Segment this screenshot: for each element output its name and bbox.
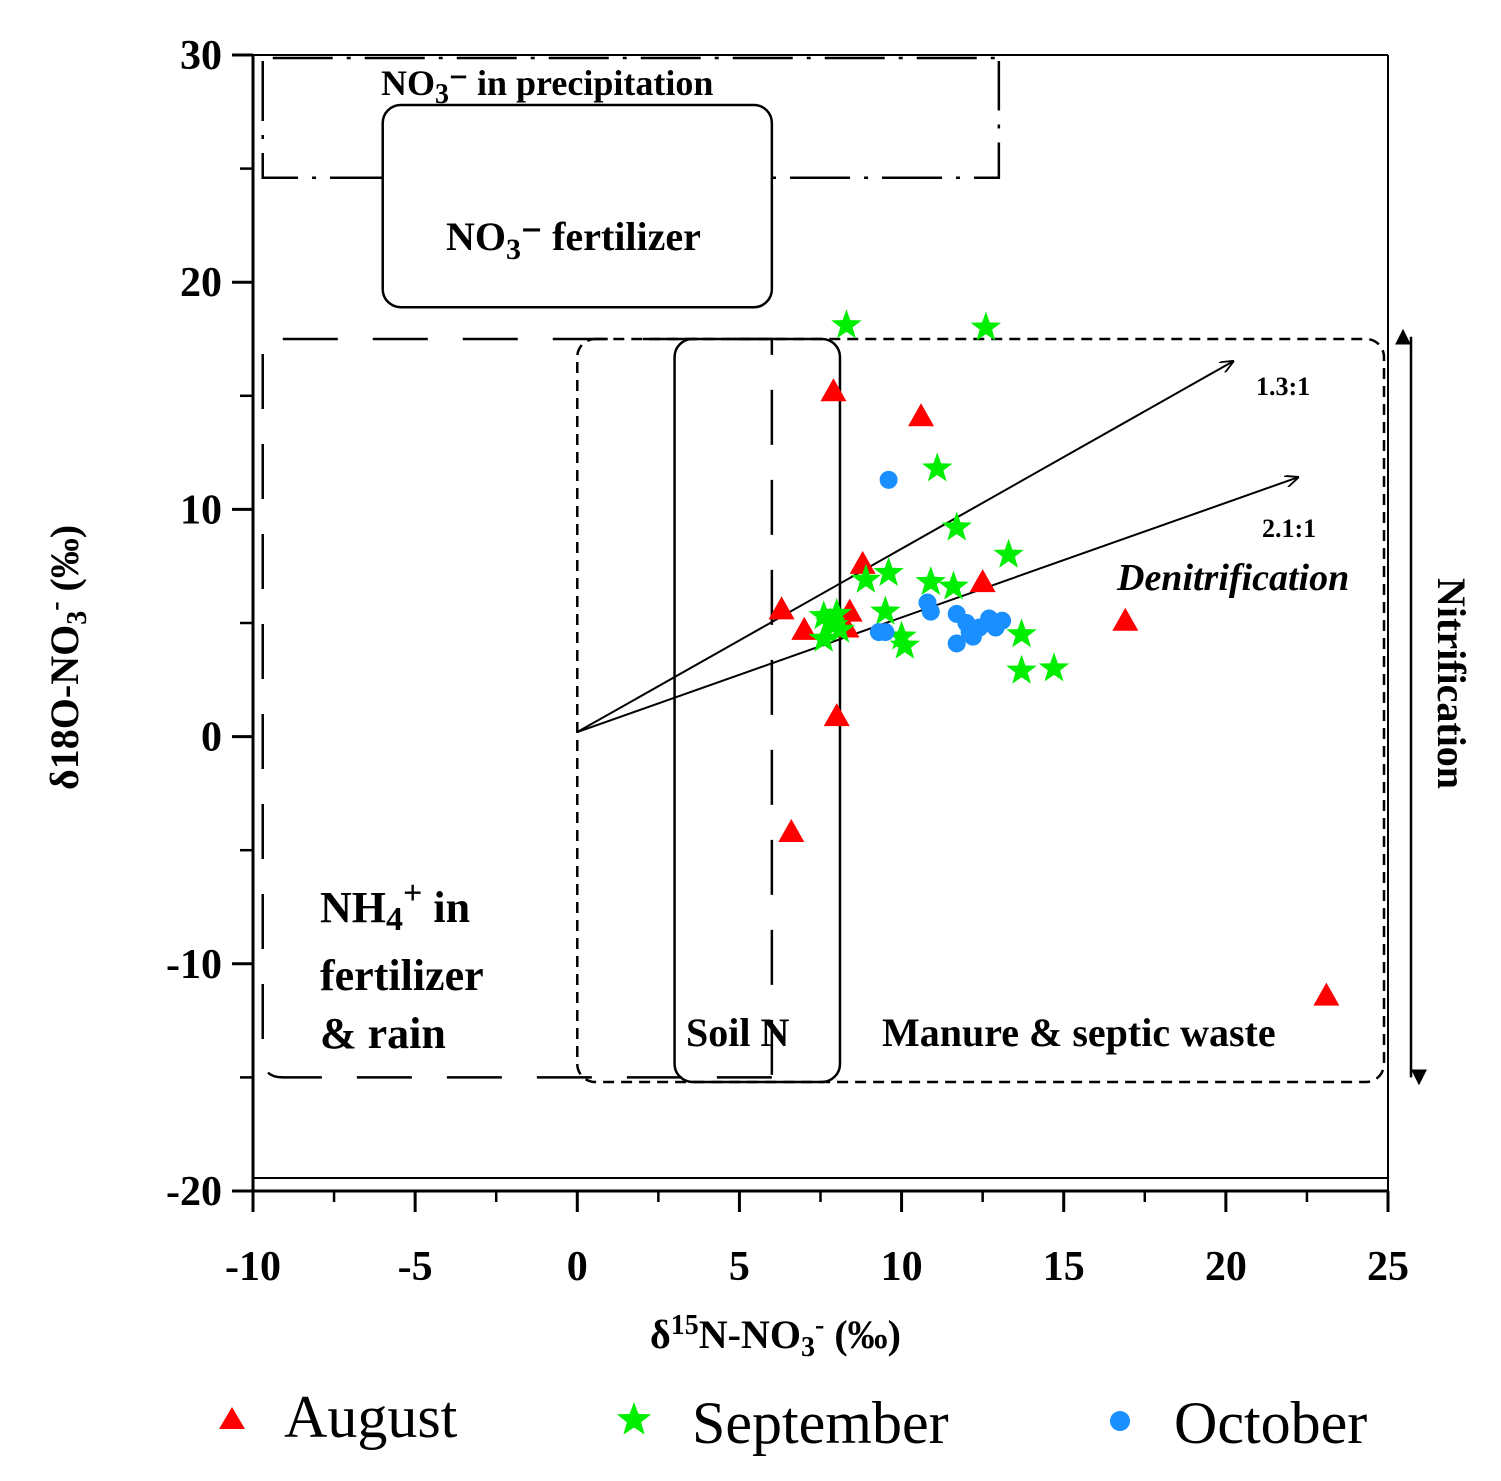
october-point (879, 470, 898, 489)
august-point (1313, 982, 1340, 1006)
september-point (808, 622, 839, 652)
source-regions (261, 56, 1386, 1084)
x-tick-label: 20 (1205, 1244, 1247, 1290)
label-precip-rest: ⁻ in precipitation (449, 63, 713, 103)
september-point (821, 597, 852, 627)
august-point (1112, 607, 1139, 631)
label-precip-no: NO (381, 63, 435, 103)
label-fert-sub: 3 (506, 233, 521, 266)
october-point (960, 623, 979, 642)
september-point (850, 563, 882, 593)
september-point (1038, 652, 1070, 682)
september-point (873, 557, 904, 586)
august-point (820, 378, 847, 402)
august-point (849, 550, 876, 574)
september-point (808, 600, 839, 630)
y-axis-ticks: -20 -10 0 10 20 30 (166, 33, 253, 1215)
label-ratio-2-1: 2.1:1 (1262, 514, 1316, 543)
x-axis-ticks: -10 -5 0 5 10 15 20 25 (225, 1191, 1409, 1290)
legend-october-marker (1110, 1411, 1130, 1431)
august-point (768, 596, 795, 620)
october-point (986, 618, 1005, 637)
label-nh4-line2: fertilizer (320, 951, 484, 1000)
region-manure-septic (576, 337, 1386, 1084)
october-point (947, 634, 966, 653)
ratio-arrow-2-1 (576, 478, 1297, 733)
september-point (1006, 618, 1037, 648)
y-tick-label: -10 (166, 942, 222, 988)
october-point (921, 602, 940, 621)
x-title-delta: δ (650, 1312, 671, 1357)
legend-august-label: August (284, 1384, 458, 1450)
label-no3-fertilizer: NO3⁻ fertilizer (446, 214, 701, 266)
label-nh4-line3: & rain (320, 1009, 446, 1058)
label-manure-septic: Manure & septic waste (882, 1010, 1276, 1055)
region-soil-n (673, 337, 842, 1084)
august-point (778, 819, 805, 843)
x-tick-label: 0 (567, 1244, 588, 1290)
label-nh4-in: in (422, 883, 470, 932)
september-point (993, 538, 1024, 568)
ratio-arrow-1-3 (576, 362, 1232, 733)
september-point (818, 609, 849, 639)
y-tick-label: 10 (180, 487, 222, 533)
data-points (768, 309, 1340, 1006)
september-point (938, 570, 969, 600)
september-point (889, 629, 920, 659)
y-tick-label: 30 (180, 33, 222, 79)
y-title-sub3: 3 (62, 611, 93, 625)
september-point (922, 452, 953, 482)
september-point (886, 620, 917, 650)
legend-august-marker (219, 1407, 245, 1429)
label-nh4-nh: NH (320, 883, 386, 932)
september-point (1006, 654, 1037, 684)
september-point (870, 595, 901, 625)
x-tick-label: -10 (225, 1244, 281, 1290)
label-denitrification: Denitrification (1116, 557, 1349, 599)
label-nitrification: Nitrification (1429, 578, 1474, 789)
x-tick-label: 5 (729, 1244, 750, 1290)
region-no3-fertilizer (381, 103, 774, 309)
x-title-15: 15 (671, 1310, 699, 1341)
x-tick-label: 15 (1043, 1244, 1085, 1290)
x-tick-label: 10 (881, 1244, 923, 1290)
y-title-unit: (‰) (42, 525, 87, 602)
legend: August September October (219, 1384, 1367, 1456)
x-title-sub3: 3 (801, 1332, 815, 1363)
september-point (915, 566, 946, 595)
y-title-minus: - (40, 601, 71, 610)
label-fert-rest: ⁻ fertilizer (521, 214, 701, 259)
x-tick-label: 25 (1367, 1244, 1409, 1290)
august-point (908, 403, 935, 427)
september-point (970, 311, 1002, 341)
label-precip-sub: 3 (435, 79, 449, 110)
october-point (876, 623, 895, 642)
legend-october-label: October (1174, 1390, 1367, 1456)
y-axis-title: δ18O-NO3- (‰) (40, 525, 93, 790)
x-title-nno: N-NO (699, 1312, 801, 1357)
y-tick-label: -20 (166, 1169, 222, 1215)
label-nh4-sup: + (403, 875, 422, 912)
region-nh4-fertilizer-rain (261, 337, 774, 1079)
y-title-main: δ18O-NO (42, 625, 87, 790)
x-axis-title: δ15N-NO3- (‰) (650, 1310, 901, 1363)
label-nh4-line1: NH4+ in (320, 875, 470, 938)
label-fert-no: NO (446, 214, 506, 259)
august-point (969, 569, 996, 593)
legend-september-label: September (692, 1390, 949, 1456)
september-point (831, 309, 862, 339)
label-soil-n: Soil N (686, 1010, 789, 1055)
label-no3-precipitation: NO3⁻ in precipitation (381, 63, 713, 110)
label-nh4-sub: 4 (386, 901, 403, 938)
label-ratio-1-3: 1.3:1 (1256, 372, 1310, 401)
y-tick-label: 0 (201, 715, 222, 761)
x-title-unit: (‰) (824, 1312, 901, 1357)
x-title-minus: - (815, 1310, 824, 1341)
y-tick-label: 20 (180, 260, 222, 306)
september-point (941, 511, 972, 541)
x-tick-label: -5 (398, 1244, 433, 1290)
august-point (823, 703, 850, 727)
legend-september-marker (616, 1402, 652, 1435)
